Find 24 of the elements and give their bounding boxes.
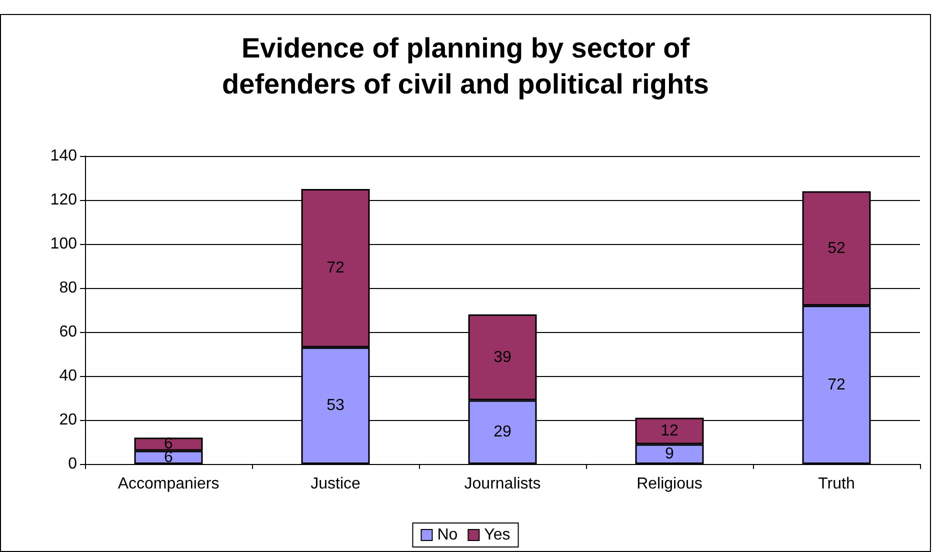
y-tick-label: 20 bbox=[59, 412, 78, 428]
x-tick-label: Accompaniers bbox=[118, 476, 220, 492]
y-tick-label: 80 bbox=[59, 280, 78, 296]
x-tick-label: Religious bbox=[636, 476, 702, 492]
data-label: 72 bbox=[828, 376, 846, 394]
data-label: 52 bbox=[828, 240, 846, 257]
legend-label: Yes bbox=[484, 526, 510, 544]
legend-label: No bbox=[437, 526, 458, 544]
x-tick-label: Journalists bbox=[464, 476, 541, 492]
y-tick-label: 140 bbox=[50, 148, 78, 164]
x-tick-label: Justice bbox=[310, 476, 360, 492]
data-label: 29 bbox=[494, 424, 512, 441]
data-label: 53 bbox=[326, 397, 344, 414]
chart-title: Evidence of planning by sector of defenders of civil and political rights bbox=[222, 32, 709, 100]
y-tick-label: 60 bbox=[59, 324, 78, 340]
data-label: 9 bbox=[665, 446, 674, 463]
data-label: 39 bbox=[494, 348, 512, 366]
y-tick-label: 40 bbox=[59, 368, 78, 384]
y-tick-label: 0 bbox=[68, 456, 78, 472]
x-tick-label: Truth bbox=[818, 476, 855, 492]
y-tick-label: 100 bbox=[50, 236, 78, 252]
data-label: 72 bbox=[326, 260, 344, 277]
data-label: 12 bbox=[660, 422, 678, 440]
y-tick-label: 120 bbox=[50, 192, 78, 208]
